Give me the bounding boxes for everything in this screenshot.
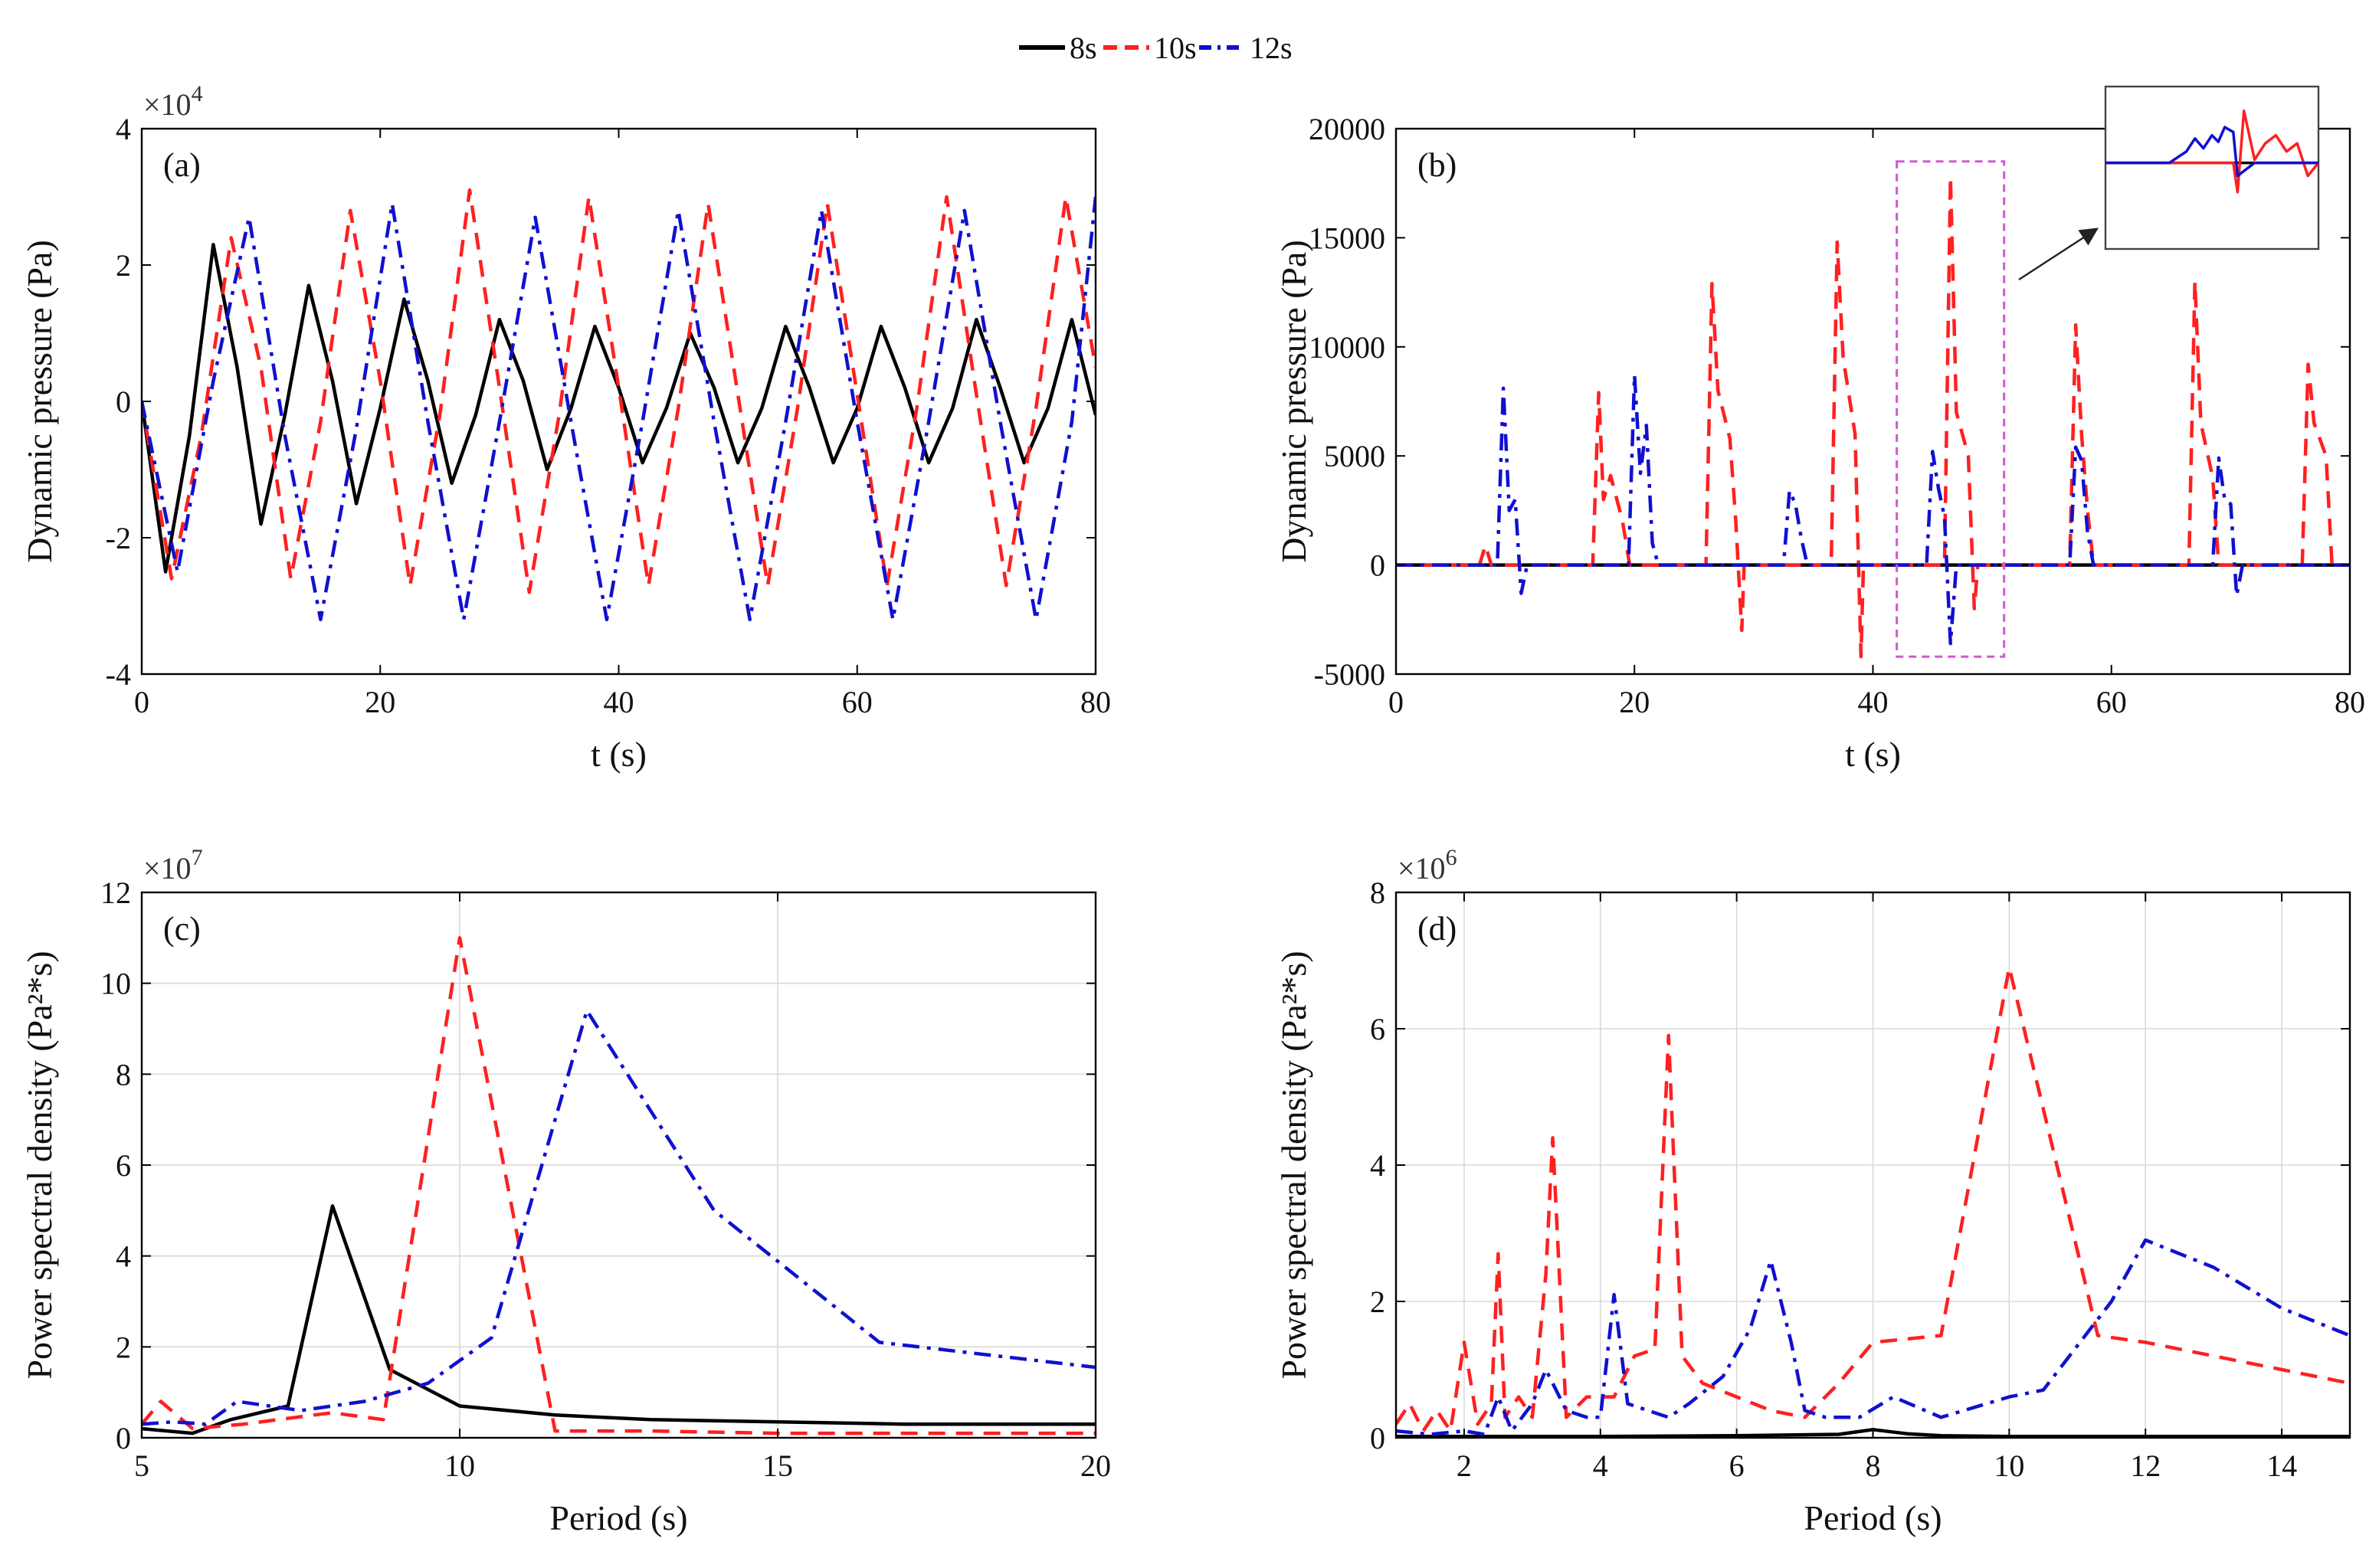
x-tick-label: 8 xyxy=(1866,1449,1881,1483)
series-line-12s xyxy=(142,196,1096,622)
y-multiplier: ×104 xyxy=(143,81,203,122)
x-axis-label: Period (s) xyxy=(1804,1498,1942,1537)
y-tick-label: 0 xyxy=(116,385,131,419)
series-line-8s xyxy=(142,243,1096,574)
series-line-10s xyxy=(1396,965,2350,1433)
y-tick-label: 2 xyxy=(116,1330,131,1364)
inset-zoom xyxy=(2018,85,2320,281)
panel-label: (a) xyxy=(163,146,201,184)
y-tick-label: 0 xyxy=(1370,1421,1385,1455)
y-tick-label: 2 xyxy=(1370,1285,1385,1319)
x-tick-label: 0 xyxy=(134,685,149,719)
legend-label: 12s xyxy=(1250,31,1293,65)
y-multiplier-exponent: 4 xyxy=(192,81,203,106)
legend-item-12s: 12s xyxy=(1199,31,1293,65)
x-tick-label: 15 xyxy=(762,1449,793,1483)
series-line-12s xyxy=(142,1009,1096,1426)
legend-label: 10s xyxy=(1154,31,1197,65)
axes-frame xyxy=(140,127,1097,676)
x-tick-label: 2 xyxy=(1457,1449,1472,1483)
panel-c: 5 10 15 20 0 2 4 6 8 10 12 ×107 (c) Period (s) Power s… xyxy=(20,845,1111,1537)
panel-label: (d) xyxy=(1417,910,1457,948)
panel-d: 2 4 6 8 10 12 14 0 2 4 6 8 ×106 (d) Period (s) Power sp… xyxy=(1274,845,2351,1537)
legend-item-8s: 8s xyxy=(1019,31,1097,65)
x-axis-label: Period (s) xyxy=(549,1498,687,1537)
x-tick-label: 40 xyxy=(1858,685,1889,719)
y-tick-label: 12 xyxy=(100,876,131,910)
y-tick-label: 6 xyxy=(1370,1012,1385,1046)
series-line-10s xyxy=(142,188,1096,594)
series-group xyxy=(142,188,1096,622)
y-tick-label: 6 xyxy=(116,1148,131,1183)
inset-line-12s xyxy=(2105,126,2318,178)
y-tick-label: 4 xyxy=(1370,1148,1385,1183)
zoom-highlight-box xyxy=(1896,160,2006,658)
y-tick-label: 2 xyxy=(116,248,131,283)
legend: 8s 10s 12s xyxy=(1019,31,1293,65)
series-line-10s xyxy=(142,936,1096,1435)
series-group xyxy=(1396,965,2350,1438)
y-tick-label: -2 xyxy=(106,521,131,555)
y-multiplier: ×107 xyxy=(143,845,203,885)
x-tick-label: 10 xyxy=(1994,1449,2024,1483)
x-tick-label: 60 xyxy=(2096,685,2127,719)
x-tick-label: 20 xyxy=(1619,685,1650,719)
y-tick-label: 10000 xyxy=(1309,330,1385,365)
x-tick-label: 40 xyxy=(604,685,634,719)
series-line-12s xyxy=(1396,373,2350,646)
y-tick-label: 0 xyxy=(116,1421,131,1455)
y-tick-label: 8 xyxy=(116,1057,131,1092)
series-line-8s xyxy=(142,1204,1096,1435)
y-tick-label: -4 xyxy=(106,657,131,692)
series-group xyxy=(1396,175,2350,659)
x-tick-label: 60 xyxy=(842,685,873,719)
inset-frame xyxy=(2104,85,2320,250)
x-tick-label: 12 xyxy=(2130,1449,2161,1483)
x-tick-label: 20 xyxy=(365,685,395,719)
y-multiplier-exponent: 7 xyxy=(192,845,203,870)
y-tick-label: 15000 xyxy=(1309,221,1385,255)
x-tick-label: 20 xyxy=(1080,1449,1111,1483)
y-tick-label: 20000 xyxy=(1309,112,1385,146)
y-axis-label: Dynamic pressure (Pa) xyxy=(20,240,59,563)
y-axis-label: Power spectral density (Pa²*s) xyxy=(20,951,59,1379)
y-axis-label: Power spectral density (Pa²*s) xyxy=(1274,951,1313,1379)
x-tick-label: 80 xyxy=(2335,685,2365,719)
y-axis-label: Dynamic pressure (Pa) xyxy=(1274,240,1313,563)
y-multiplier: ×106 xyxy=(1398,845,1457,885)
x-tick-label: 0 xyxy=(1388,685,1404,719)
y-tick-label: 4 xyxy=(116,112,131,146)
panel-label: (b) xyxy=(1417,146,1457,184)
legend-item-10s: 10s xyxy=(1103,31,1197,65)
x-tick-label: 10 xyxy=(444,1449,475,1483)
inset-arrow xyxy=(2018,228,2099,281)
x-tick-label: 4 xyxy=(1593,1449,1608,1483)
legend-label: 8s xyxy=(1070,31,1097,65)
x-tick-label: 5 xyxy=(134,1449,149,1483)
x-tick-label: 80 xyxy=(1080,685,1111,719)
panel-label: (c) xyxy=(163,910,201,948)
y-tick-label: 8 xyxy=(1370,876,1385,910)
inset-line-10s xyxy=(2105,110,2320,194)
x-axis-label: t (s) xyxy=(1845,735,1901,774)
y-multiplier-exponent: 6 xyxy=(1446,845,1457,870)
series-group xyxy=(142,936,1096,1435)
series-line-8s xyxy=(1396,1428,2350,1438)
y-tick-label: 10 xyxy=(100,967,131,1001)
y-tick-label: 5000 xyxy=(1324,439,1385,473)
series-line-10s xyxy=(1396,175,2350,659)
y-tick-label: 0 xyxy=(1370,548,1385,583)
x-tick-label: 6 xyxy=(1729,1449,1745,1483)
x-axis-label: t (s) xyxy=(591,735,647,774)
x-tick-label: 14 xyxy=(2266,1449,2297,1483)
y-tick-label: 4 xyxy=(116,1239,131,1274)
series-line-12s xyxy=(1396,1238,2350,1436)
y-tick-label: -5000 xyxy=(1314,657,1385,692)
